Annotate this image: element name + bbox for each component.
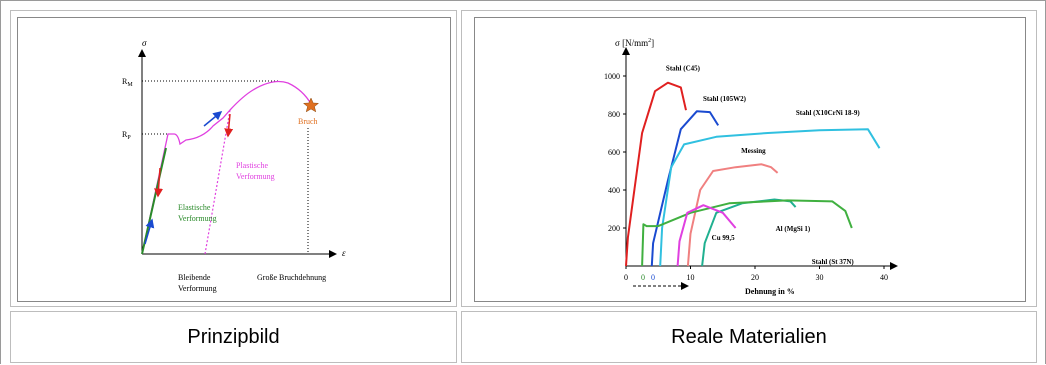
red-arrow-right <box>224 113 234 138</box>
y-tick-label: 400 <box>608 186 620 195</box>
x-axis-title: Dehnung in % <box>745 287 795 296</box>
blue-arrow-left <box>144 218 155 245</box>
x-tick-label: 20 <box>751 273 759 282</box>
x-tick-label: 40 <box>880 273 888 282</box>
elastische-label-2: Verformung <box>178 214 217 223</box>
right-caption-cell: Reale Materialien <box>461 311 1037 363</box>
real-materials-svg: σ [N/mm2] Dehnung in % 20040060080010000… <box>604 38 898 296</box>
red-arrow-left <box>154 167 164 198</box>
zero-green-label: 0 <box>641 273 645 282</box>
y-tick-label: 1000 <box>604 72 620 81</box>
plastische-label-1: Plastische <box>236 161 268 170</box>
epsilon-label: ε <box>342 248 346 258</box>
left-caption-cell: Prinzipbild <box>10 311 457 363</box>
right-caption: Reale Materialien <box>671 326 827 348</box>
left-figure-cell: σ ε RM RP Bruch Plastische Verformung El… <box>10 10 457 307</box>
zero-blue-label: 0 <box>651 273 655 282</box>
y-tick-label: 600 <box>608 148 620 157</box>
left-caption: Prinzipbild <box>187 326 280 348</box>
axis-ticks: 200 400 600 800 1000 0 10 20 30 40 <box>604 72 888 282</box>
series-line <box>641 199 853 267</box>
series-label: Stahl (X10CrNi 18-9) <box>796 109 860 117</box>
series-group <box>625 81 881 267</box>
rp-label: RP <box>122 130 131 141</box>
real-materials-chart: σ [N/mm2] Dehnung in % 200 400 600 800 1000 0… <box>474 17 1026 302</box>
series-label: Stahl (St 37N) <box>812 258 855 266</box>
series-line <box>686 163 779 267</box>
stress-strain-curve <box>141 80 312 255</box>
series-label-group: Stahl (C45) Stahl (105W2) Stahl (X10CrNi 1… <box>666 65 860 266</box>
bleibende-label-2: Verformung <box>178 284 217 293</box>
elastische-label-1: Elastische <box>178 203 211 212</box>
series-label: Cu 99,5 <box>712 234 735 242</box>
x-tick-label: 0 <box>624 273 628 282</box>
principle-svg: σ ε RM RP Bruch Plastische Verformung El… <box>122 38 346 293</box>
stress-strain-principle-diagram: σ ε RM RP Bruch Plastische Verformung El… <box>17 17 451 302</box>
bruch-star-icon <box>302 97 320 113</box>
elastic-line <box>141 147 167 255</box>
y-tick-label: 200 <box>608 224 620 233</box>
plastische-label-2: Verformung <box>236 172 275 181</box>
sigma-label: σ <box>142 38 147 48</box>
rm-label: RM <box>122 77 133 88</box>
x-tick-label: 30 <box>816 273 824 282</box>
plastic-unload-line <box>204 109 231 255</box>
y-tick-label: 800 <box>608 110 620 119</box>
series-line <box>659 128 881 267</box>
series-line <box>625 81 687 267</box>
grosse-bruchdehnung-label: Große Bruchdehnung <box>257 273 326 282</box>
series-label: Stahl (C45) <box>666 65 701 73</box>
series-label: Stahl (105W2) <box>703 95 747 103</box>
x-tick-label: 10 <box>687 273 695 282</box>
series-line <box>650 110 720 267</box>
blue-arrow-right <box>203 111 223 127</box>
series-label: Messing <box>741 147 766 155</box>
bleibende-label-1: Bleibende <box>178 273 211 282</box>
y-axis-title: σ [N/mm2] <box>615 38 654 48</box>
series-label: Al (MgSi 1) <box>776 225 811 233</box>
bruch-label: Bruch <box>298 117 318 126</box>
right-figure-cell: σ [N/mm2] Dehnung in % 200 400 600 800 1000 0… <box>461 10 1037 307</box>
series-line <box>676 204 737 267</box>
